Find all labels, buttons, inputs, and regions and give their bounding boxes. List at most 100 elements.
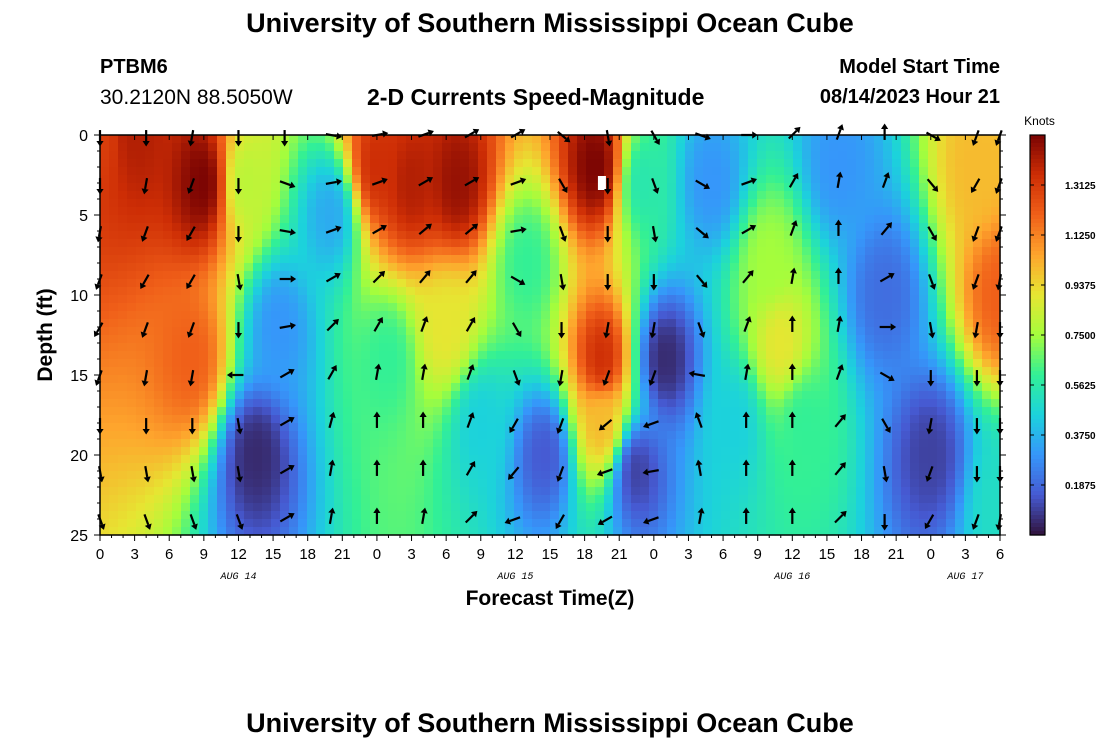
heatmap-cell bbox=[361, 471, 371, 480]
heatmap-cell bbox=[568, 191, 578, 200]
heatmap-cell bbox=[460, 151, 470, 160]
heatmap-cell bbox=[235, 511, 245, 520]
heatmap-cell bbox=[982, 151, 992, 160]
heatmap-cell bbox=[757, 391, 767, 400]
heatmap-cell bbox=[559, 431, 569, 440]
heatmap-cell bbox=[910, 159, 920, 168]
heatmap-cell bbox=[190, 151, 200, 160]
heatmap-cell bbox=[172, 479, 182, 488]
heatmap-cell bbox=[397, 447, 407, 456]
heatmap-cell bbox=[433, 159, 443, 168]
heatmap-cell bbox=[874, 303, 884, 312]
heatmap-cell bbox=[424, 447, 434, 456]
heatmap-cell bbox=[433, 143, 443, 152]
heatmap-cell bbox=[631, 463, 641, 472]
heatmap-cell bbox=[280, 151, 290, 160]
heatmap-cell bbox=[307, 303, 317, 312]
heatmap-cell bbox=[262, 455, 272, 464]
heatmap-cell bbox=[397, 455, 407, 464]
heatmap-cell bbox=[550, 375, 560, 384]
heatmap-cell bbox=[892, 207, 902, 216]
heatmap-cell bbox=[271, 175, 281, 184]
heatmap-cell bbox=[685, 519, 695, 528]
heatmap-cell bbox=[973, 487, 983, 496]
heatmap-cell bbox=[217, 151, 227, 160]
heatmap-cell bbox=[334, 295, 344, 304]
heatmap-cell bbox=[118, 199, 128, 208]
heatmap-cell bbox=[568, 487, 578, 496]
heatmap-cell bbox=[667, 439, 677, 448]
heatmap-cell bbox=[406, 399, 416, 408]
heatmap-cell bbox=[127, 351, 137, 360]
heatmap-cell bbox=[937, 319, 947, 328]
heatmap-cell bbox=[514, 207, 524, 216]
heatmap-cell bbox=[316, 239, 326, 248]
heatmap-cell bbox=[343, 471, 353, 480]
heatmap-cell bbox=[298, 519, 308, 528]
heatmap-cell bbox=[388, 415, 398, 424]
heatmap-cell bbox=[145, 287, 155, 296]
heatmap-cell bbox=[433, 183, 443, 192]
heatmap-cell bbox=[595, 455, 605, 464]
heatmap-cell bbox=[451, 383, 461, 392]
heatmap-cell bbox=[721, 151, 731, 160]
heatmap-cell bbox=[793, 447, 803, 456]
heatmap-cell bbox=[433, 335, 443, 344]
heatmap-cell bbox=[352, 271, 362, 280]
heatmap-cell bbox=[127, 431, 137, 440]
heatmap-cell bbox=[739, 399, 749, 408]
heatmap-cell bbox=[163, 343, 173, 352]
heatmap-cell bbox=[181, 519, 191, 528]
heatmap-cell bbox=[757, 383, 767, 392]
heatmap-cell bbox=[397, 295, 407, 304]
heatmap-cell bbox=[109, 375, 119, 384]
heatmap-cell bbox=[964, 183, 974, 192]
heatmap-cell bbox=[847, 527, 857, 536]
heatmap-cell bbox=[604, 407, 614, 416]
heatmap-cell bbox=[442, 303, 452, 312]
heatmap-cell bbox=[973, 327, 983, 336]
heatmap-cell bbox=[163, 271, 173, 280]
heatmap-cell bbox=[865, 135, 875, 144]
heatmap-cell bbox=[163, 319, 173, 328]
heatmap-cell bbox=[451, 367, 461, 376]
heatmap-cell bbox=[199, 527, 209, 536]
heatmap-cell bbox=[865, 519, 875, 528]
heatmap-cell bbox=[100, 439, 110, 448]
heatmap-cell bbox=[910, 223, 920, 232]
heatmap-cell bbox=[307, 199, 317, 208]
heatmap-cell bbox=[793, 359, 803, 368]
heatmap-cell bbox=[901, 463, 911, 472]
heatmap-cell bbox=[343, 279, 353, 288]
heatmap-cell bbox=[622, 159, 632, 168]
heatmap-cell bbox=[874, 279, 884, 288]
heatmap-cell bbox=[703, 455, 713, 464]
heatmap-cell bbox=[505, 175, 515, 184]
heatmap-cell bbox=[577, 503, 587, 512]
heatmap-cell bbox=[505, 463, 515, 472]
heatmap-cell bbox=[415, 191, 425, 200]
heatmap-cell bbox=[865, 407, 875, 416]
heatmap-cell bbox=[271, 375, 281, 384]
heatmap-cell bbox=[370, 495, 380, 504]
heatmap-cell bbox=[865, 423, 875, 432]
heatmap-cell bbox=[487, 343, 497, 352]
heatmap-cell bbox=[946, 239, 956, 248]
heatmap-cell bbox=[379, 487, 389, 496]
heatmap-cell bbox=[352, 351, 362, 360]
heatmap-cell bbox=[487, 447, 497, 456]
heatmap-cell bbox=[127, 287, 137, 296]
heatmap-cell bbox=[388, 391, 398, 400]
heatmap-cell bbox=[622, 175, 632, 184]
heatmap-cell bbox=[460, 431, 470, 440]
heatmap-cell bbox=[712, 463, 722, 472]
heatmap-cell bbox=[838, 135, 848, 144]
heatmap-cell bbox=[667, 471, 677, 480]
heatmap-cell bbox=[568, 151, 578, 160]
heatmap-cell bbox=[334, 487, 344, 496]
heatmap-cell bbox=[964, 495, 974, 504]
heatmap-cell bbox=[100, 143, 110, 152]
heatmap-cell bbox=[784, 487, 794, 496]
heatmap-cell bbox=[397, 407, 407, 416]
heatmap-cell bbox=[640, 295, 650, 304]
